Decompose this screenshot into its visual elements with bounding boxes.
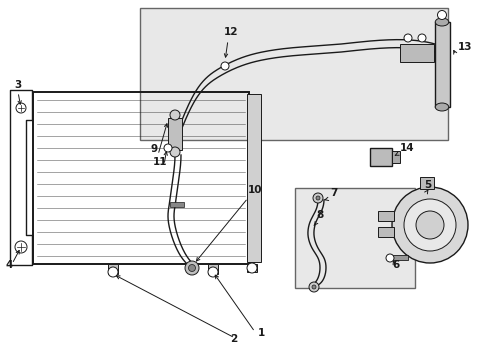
Bar [420, 177, 434, 189]
Text: 11: 11 [153, 157, 168, 167]
Text: 14: 14 [400, 143, 415, 153]
Circle shape [309, 282, 319, 292]
Text: 5: 5 [424, 180, 431, 190]
Circle shape [418, 34, 426, 42]
Text: 2: 2 [230, 334, 237, 344]
Text: 4: 4 [5, 260, 12, 270]
Text: 6: 6 [392, 260, 399, 270]
Text: 10: 10 [248, 185, 263, 195]
Bar [247, 264, 257, 272]
Circle shape [16, 103, 26, 113]
Bar [33, 92, 249, 264]
Circle shape [164, 144, 172, 152]
Bar [208, 264, 218, 274]
Ellipse shape [435, 18, 449, 26]
Circle shape [316, 196, 320, 200]
Text: 9: 9 [150, 144, 157, 154]
Ellipse shape [435, 103, 449, 111]
Circle shape [404, 199, 456, 251]
Bar [390, 255, 408, 260]
Text: 12: 12 [224, 27, 239, 37]
Text: 13: 13 [458, 42, 472, 52]
Text: 1: 1 [258, 328, 265, 338]
Circle shape [170, 110, 180, 120]
Bar [295, 188, 415, 288]
Bar [170, 202, 184, 207]
Text: 7: 7 [330, 188, 338, 198]
Circle shape [189, 265, 196, 271]
Text: 8: 8 [316, 210, 323, 220]
Circle shape [247, 263, 257, 273]
Text: 3: 3 [14, 80, 21, 90]
Circle shape [312, 285, 316, 289]
Bar [140, 8, 448, 140]
Circle shape [185, 261, 199, 275]
Circle shape [416, 211, 444, 239]
Bar [435, 22, 450, 107]
Bar [247, 94, 261, 262]
Circle shape [208, 267, 218, 277]
Bar [108, 264, 118, 274]
Circle shape [404, 34, 412, 42]
Bar [400, 44, 434, 62]
Circle shape [313, 193, 323, 203]
Bar [378, 211, 394, 221]
Circle shape [15, 241, 27, 253]
Bar [392, 151, 400, 163]
Circle shape [170, 147, 180, 157]
Bar [378, 227, 394, 237]
Circle shape [108, 267, 118, 277]
Circle shape [438, 10, 446, 19]
Bar [370, 148, 392, 166]
Circle shape [392, 187, 468, 263]
Bar [168, 118, 182, 150]
Circle shape [221, 62, 229, 70]
Circle shape [386, 254, 394, 262]
